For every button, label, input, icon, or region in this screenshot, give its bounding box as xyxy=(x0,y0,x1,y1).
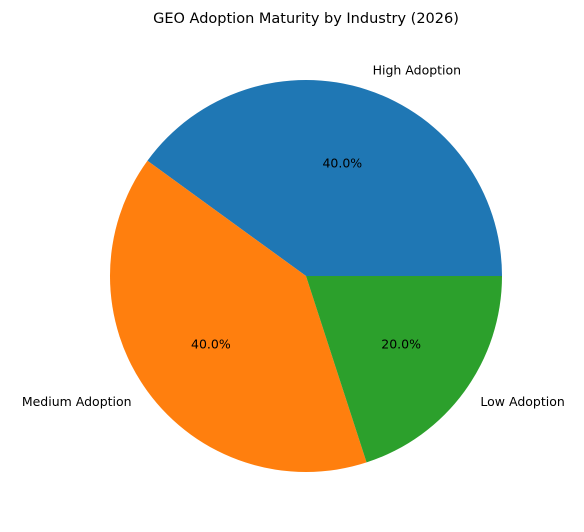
slice-label-low-adoption: Low Adoption xyxy=(480,394,564,409)
pie-slice-medium-adoption xyxy=(109,160,367,473)
pie-slice-low-adoption xyxy=(306,276,503,463)
percent-label-medium-adoption: 40.0% xyxy=(191,337,231,352)
chart-title: GEO Adoption Maturity by Industry (2026) xyxy=(153,11,459,27)
percent-label-high-adoption: 40.0% xyxy=(322,156,362,171)
pie-slices xyxy=(109,79,503,473)
pie-labels: High Adoption 40.0% Medium Adoption 40.0% Lo… xyxy=(22,62,565,409)
slice-label-medium-adoption: Medium Adoption xyxy=(22,394,132,409)
slice-label-high-adoption: High Adoption xyxy=(373,62,462,77)
percent-label-low-adoption: 20.0% xyxy=(381,337,421,352)
pie-slice-high-adoption xyxy=(147,79,502,276)
